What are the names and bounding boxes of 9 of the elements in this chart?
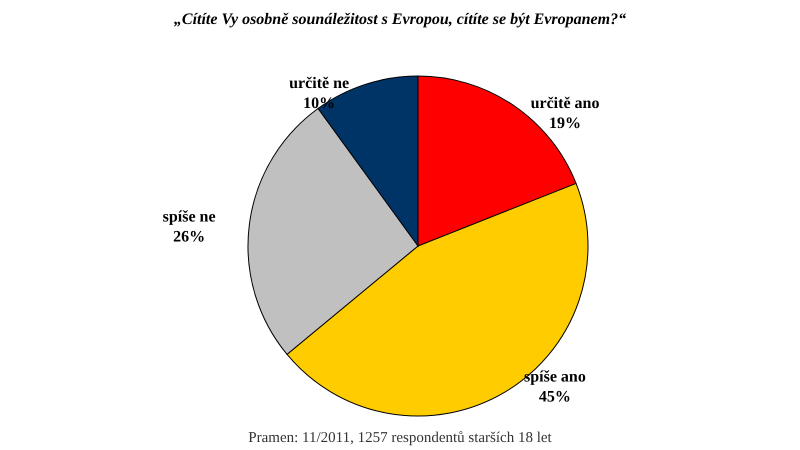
data-label: 45% [538, 388, 571, 406]
text: Pramen: 11/2011, 1257 respondentů starších 18 let [248, 430, 553, 446]
slice-label: spíše ne [162, 208, 216, 226]
data-label: 19% [549, 115, 582, 132]
slice-label: určitě ne [289, 75, 350, 92]
slice-label: určitě ano [530, 95, 600, 112]
chart-title: „Cítíte Vy osobně sounáležitost s Evropou, cítíte se být Evropanem?“ [174, 11, 626, 28]
slice-label: spíše ano [524, 368, 586, 386]
data-label: 26% [173, 228, 206, 246]
